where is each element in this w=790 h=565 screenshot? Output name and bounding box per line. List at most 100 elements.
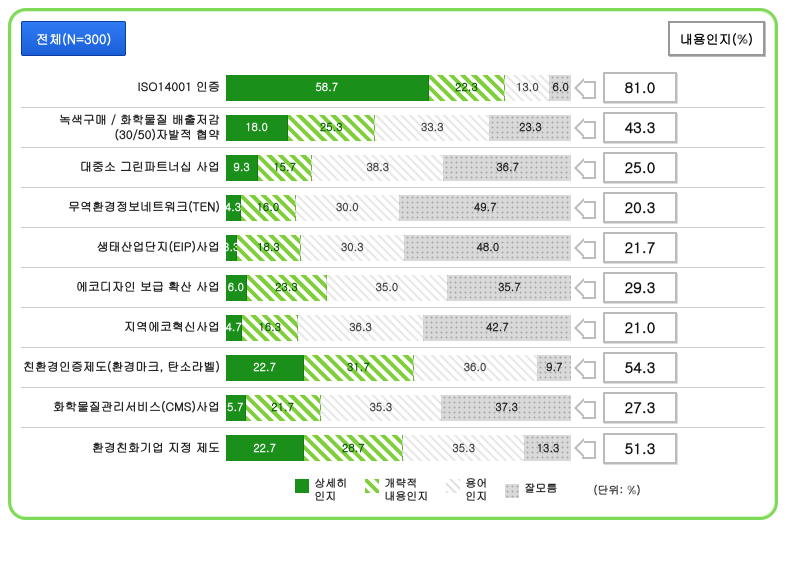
arrow-left-icon [574, 198, 596, 218]
segment-value: 22.3 [455, 80, 478, 95]
awareness-value: 21.0 [603, 312, 677, 343]
arrow-left-icon [574, 78, 596, 98]
bar-segment: 16.3 [242, 315, 298, 341]
arrow-left-icon [574, 358, 596, 378]
arrow-left-icon [574, 158, 596, 178]
segment-value: 5.7 [227, 400, 243, 415]
stacked-bar: 58.722.313.06.0 [226, 75, 571, 101]
stacked-bar: 4.716.336.342.7 [226, 315, 571, 341]
bar-segment: 13.3 [525, 435, 571, 461]
bar-segment: 28.7 [304, 435, 403, 461]
segment-value: 38.3 [366, 160, 389, 175]
row-label: 녹색구매 / 화학물질 배출저감(30/50)자발적 협약 [21, 113, 226, 142]
chart-row: 생태산업단지(EIP)사업3.318.330.348.021.7 [21, 228, 765, 268]
bar-segment: 42.7 [424, 315, 571, 341]
bar-segment: 18.3 [237, 235, 300, 261]
legend: 상세히인지 개략적내용인지 용어인지 잘모름 (단위: %) [21, 478, 765, 503]
awareness-value: 25.0 [603, 152, 677, 183]
bar-chart: ISO14001 인증58.722.313.06.081.0녹색구매 / 화학물… [21, 68, 765, 468]
bar-segment: 3.3 [226, 235, 237, 261]
segment-value: 16.0 [257, 200, 280, 215]
bar-segment: 38.3 [312, 155, 444, 181]
awareness-value: 27.3 [603, 392, 677, 423]
segment-value: 9.7 [546, 360, 562, 375]
stacked-bar: 5.7 21.7 35.3 37.3 [226, 395, 571, 421]
row-label: 친환경인증제도(환경마크, 탄소라벨) [21, 360, 226, 374]
segment-value: 42.7 [486, 320, 509, 335]
awareness-value: 20.3 [603, 192, 677, 223]
segment-value: 36.7 [496, 160, 519, 175]
awareness-value: 81.0 [603, 72, 677, 103]
bar-segment: 23.3 [490, 115, 570, 141]
segment-value: 21.7 [271, 400, 294, 415]
bar-segment: 15.7 [258, 155, 312, 181]
arrow-left-icon [574, 398, 596, 418]
row-label: 에코디자인 보급 확산 사업 [21, 280, 226, 294]
segment-value: 35.3 [452, 441, 475, 456]
chart-row: 지역에코혁신사업4.716.336.342.721.0 [21, 308, 765, 348]
stacked-bar: 22.731.736.09.7 [226, 355, 571, 381]
bar-segment: 25.3 [288, 115, 375, 141]
legend-swatch-d [505, 484, 519, 498]
stacked-bar: 9.3 15.7 38.3 36.7 [226, 155, 571, 181]
segment-value: 30.3 [341, 240, 364, 255]
segment-value: 30.0 [336, 200, 359, 215]
bar-segment: 35.3 [403, 435, 525, 461]
segment-value: 58.7 [315, 80, 338, 95]
bar-segment: 35.7 [448, 275, 571, 301]
legend-label-c: 용어인지 [465, 478, 487, 503]
bar-segment: 23.3 [247, 275, 327, 301]
legend-swatch-b [365, 479, 379, 493]
segment-value: 25.3 [320, 120, 343, 135]
stacked-bar: 18.0 25.3 33.323.3 [226, 115, 571, 141]
legend-label-d: 잘모름 [524, 483, 557, 496]
chart-row: 환경친화기업 지정 제도22.728.735.313.351.3 [21, 428, 765, 468]
stacked-bar: 3.318.330.348.0 [226, 235, 571, 261]
segment-value: 37.3 [495, 400, 518, 415]
bar-segment: 18.0 [226, 115, 288, 141]
bar-segment: 37.3 [442, 395, 571, 421]
bar-segment: 4.7 [226, 315, 242, 341]
row-label: 화학물질관리서비스(CMS)사업 [21, 400, 226, 414]
bar-segment: 9.7 [538, 355, 571, 381]
awareness-value: 54.3 [603, 352, 677, 383]
segment-value: 28.7 [342, 441, 365, 456]
legend-item-d: 잘모름 [505, 483, 557, 498]
chart-row: 녹색구매 / 화학물질 배출저감(30/50)자발적 협약18.0 25.3 33.… [21, 108, 765, 148]
segment-value: 35.7 [498, 280, 521, 295]
bar-segment: 4.3 [226, 195, 241, 221]
bar-segment: 5.7 [226, 395, 246, 421]
segment-value: 22.7 [253, 360, 276, 375]
segment-value: 49.7 [474, 200, 497, 215]
bar-segment: 49.7 [400, 195, 571, 221]
segment-value: 6.0 [228, 280, 244, 295]
legend-item-c: 용어인지 [446, 478, 487, 503]
legend-swatch-a [295, 479, 309, 493]
header-row: 전체(N=300) 내용인지(%) [21, 21, 765, 56]
segment-value: 9.3 [233, 160, 249, 175]
chart-frame: 전체(N=300) 내용인지(%) ISO14001 인증 58.7 22.3 13.… [8, 8, 778, 520]
awareness-value: 29.3 [603, 272, 677, 303]
legend-swatch-c [446, 479, 460, 493]
awareness-value: 43.3 [603, 112, 677, 143]
arrow-left-icon [574, 438, 596, 458]
bar-segment: 33.3 [375, 115, 490, 141]
bar-segment: 6.0 [226, 275, 247, 301]
segment-value: 16.3 [259, 320, 282, 335]
row-label: 환경친화기업 지정 제도 [21, 441, 226, 455]
segment-value: 35.0 [376, 280, 399, 295]
legend-item-a: 상세히인지 [295, 478, 347, 503]
row-label: ISO14001 인증 [21, 80, 226, 94]
segment-value: 6.0 [552, 80, 568, 95]
bar-segment: 21.7 [246, 395, 321, 421]
row-label: 대중소 그린파트너십 사업 [21, 160, 226, 174]
segment-value: 23.3 [275, 280, 298, 295]
bar-segment: 58.7 [226, 75, 429, 101]
segment-value: 22.7 [253, 441, 276, 456]
bar-segment: 6.0 [550, 75, 571, 101]
chart-row: ISO14001 인증58.722.313.06.081.0 [21, 68, 765, 108]
arrow-left-icon [574, 238, 596, 258]
bar-segment: 16.0 [241, 195, 296, 221]
arrow-left-icon [574, 118, 596, 138]
segment-value: 35.3 [370, 400, 393, 415]
